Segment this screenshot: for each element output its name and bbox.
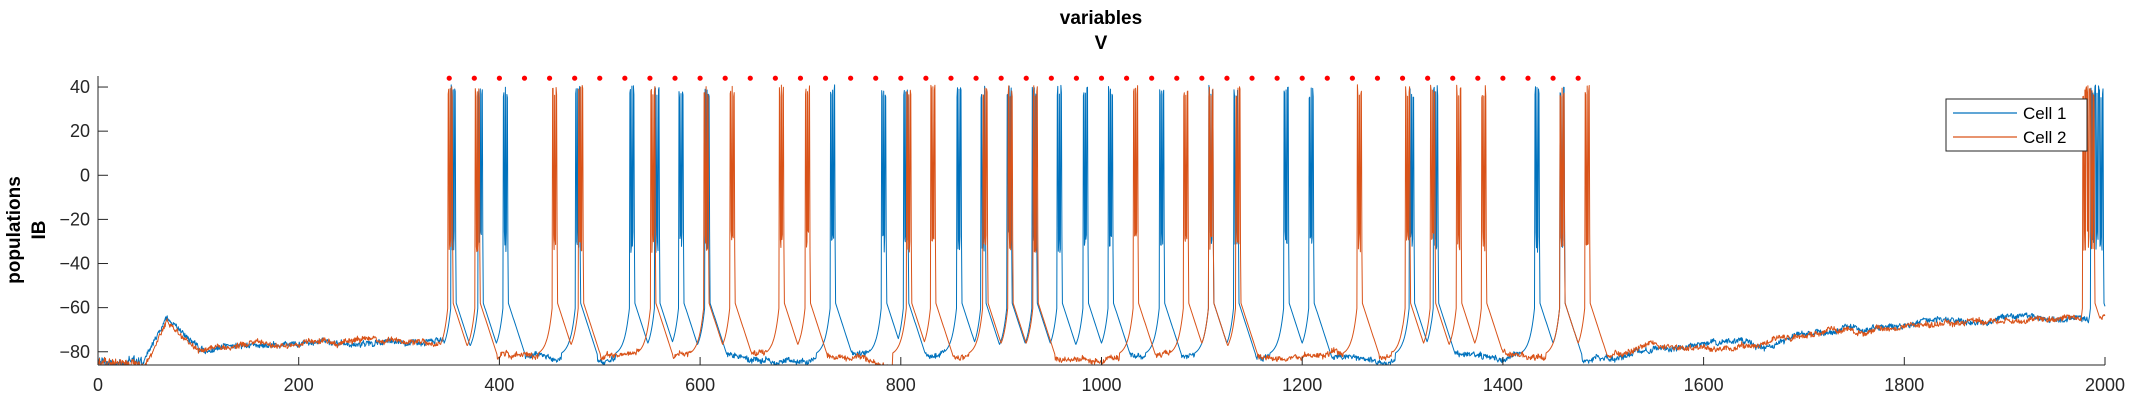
x-tick-label: 1400 <box>1483 375 1523 395</box>
spike-marker <box>1098 75 1105 81</box>
spike-marker <box>873 75 879 81</box>
legend: Cell 1 Cell 2 <box>1945 98 2088 152</box>
chart-title: variables <box>1060 8 1142 29</box>
spike-marker <box>1450 75 1456 81</box>
spike-marker <box>1525 75 1531 81</box>
x-tick-label: 1600 <box>1684 375 1724 395</box>
spike-marker <box>1073 75 1080 81</box>
spike-marker <box>822 75 829 81</box>
y-tick-label: 20 <box>70 121 90 141</box>
spike-marker <box>1374 75 1381 81</box>
spike-marker <box>722 75 728 81</box>
spike-marker <box>1349 75 1355 81</box>
spike-marker <box>546 75 553 81</box>
spike-marker <box>572 75 578 81</box>
x-tick-label: 1800 <box>1884 375 1924 395</box>
y-tick-label: −40 <box>59 254 90 274</box>
spike-marker <box>1224 75 1230 81</box>
spike-marker <box>1550 75 1556 81</box>
legend-box <box>1945 98 2088 152</box>
x-tick-label: 2000 <box>2085 375 2125 395</box>
spike-marker <box>1475 75 1481 81</box>
spike-marker <box>1324 75 1330 81</box>
y-axis-label-line2: IB <box>29 221 50 240</box>
spike-marker <box>1249 75 1255 81</box>
y-axis-label-line1: populations <box>4 176 25 284</box>
spike-marker <box>622 75 628 81</box>
spike-marker <box>1123 75 1130 81</box>
spike-marker <box>1425 75 1431 81</box>
legend-label-cell-1: Cell 1 <box>2023 104 2066 123</box>
spike-marker <box>521 75 528 81</box>
spike-marker <box>1174 75 1180 81</box>
spike-marker <box>1199 75 1205 81</box>
spike-marker <box>597 75 603 81</box>
y-tick-label: −20 <box>59 209 90 229</box>
y-tick-label: −80 <box>59 342 90 362</box>
x-tick-label: 400 <box>484 375 514 395</box>
spike-marker <box>1149 75 1155 81</box>
spike-marker <box>697 75 703 81</box>
spike-marker <box>797 75 804 81</box>
spike-marker <box>471 75 477 81</box>
series-line-cell-1 <box>97 84 2106 366</box>
spike-marker <box>1048 75 1054 81</box>
spike-marker <box>747 75 753 81</box>
spike-marker <box>1274 75 1280 81</box>
spike-marker <box>1399 75 1406 81</box>
spike-marker <box>948 75 954 81</box>
spike-marker <box>1500 75 1506 81</box>
y-tick-label: 40 <box>70 77 90 97</box>
x-tick-label: 1000 <box>1081 375 1121 395</box>
y-tick-label: 0 <box>80 165 90 185</box>
spike-marker <box>496 75 502 81</box>
spike-marker <box>1023 75 1029 81</box>
chart-subtitle: V <box>1095 33 1108 54</box>
x-tick-label: 600 <box>685 375 715 395</box>
x-tick-label: 800 <box>886 375 916 395</box>
spike-marker <box>973 75 979 81</box>
spike-marker <box>446 75 452 81</box>
spike-marker <box>1575 75 1581 81</box>
x-tick-label: 0 <box>93 375 103 395</box>
legend-label-cell-2: Cell 2 <box>2023 128 2066 147</box>
x-tick-label: 1200 <box>1282 375 1322 395</box>
spike-marker <box>848 75 854 81</box>
spike-marker <box>1299 75 1305 81</box>
y-tick-label: −60 <box>59 298 90 318</box>
spike-marker <box>998 75 1004 81</box>
spike-marker <box>898 75 904 81</box>
x-tick-label: 200 <box>284 375 314 395</box>
spike-marker <box>772 75 778 81</box>
spike-marker <box>923 75 929 81</box>
spike-marker <box>672 75 678 81</box>
spike-marker <box>647 75 653 81</box>
